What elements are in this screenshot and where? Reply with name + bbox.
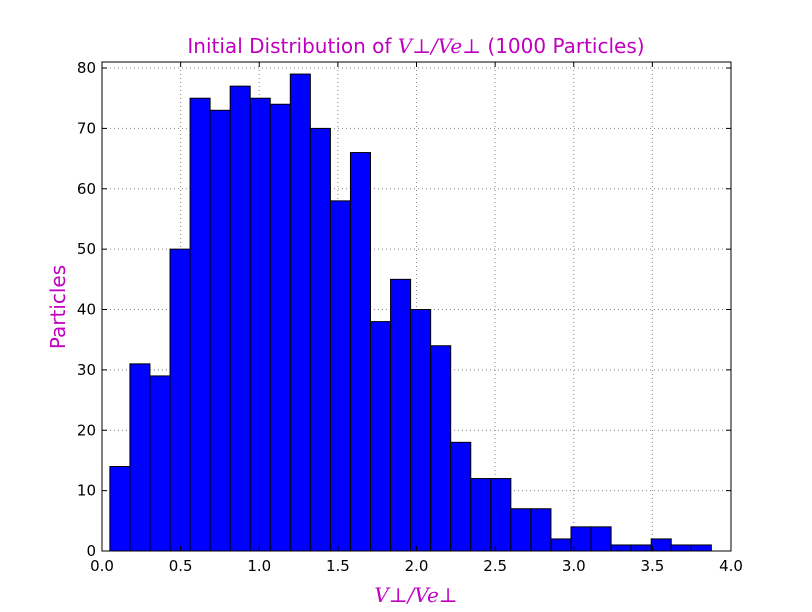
x-tick-label: 1.5 xyxy=(326,557,350,575)
histogram-bar xyxy=(129,363,151,552)
y-tick-label: 20 xyxy=(77,421,96,439)
y-tick-labels: 0 10 20 30 40 50 60 70 80 xyxy=(77,59,96,560)
histogram-bar xyxy=(590,526,612,552)
histogram-bar xyxy=(169,248,191,552)
histogram-bar xyxy=(349,152,372,552)
y-tick-label: 70 xyxy=(77,119,96,137)
histogram-bar xyxy=(510,508,532,552)
histogram-bar xyxy=(149,375,171,552)
histogram-bar xyxy=(530,508,552,552)
y-tick-label: 10 xyxy=(77,482,96,500)
histogram-bar xyxy=(390,278,412,552)
histogram-bar xyxy=(189,97,211,552)
histogram-bar xyxy=(610,544,632,552)
chart-title: Initial Distribution of V⊥/Ve⊥ (1000 Par… xyxy=(187,34,644,58)
histogram-bar xyxy=(309,127,331,552)
histogram-bar xyxy=(650,538,672,552)
histogram-bar xyxy=(430,345,452,552)
x-tick-label: 2.5 xyxy=(483,557,507,575)
histogram-bar xyxy=(109,465,131,552)
x-tick-label: 4.0 xyxy=(719,557,743,575)
x-tick-label: 3.5 xyxy=(640,557,664,575)
histogram-bar xyxy=(470,478,492,552)
histogram-bar xyxy=(370,321,392,552)
chart-title-prefix: Initial Distribution of xyxy=(187,34,397,58)
x-tick-label: 2.0 xyxy=(405,557,429,575)
axis-ticks xyxy=(101,62,732,552)
chart-title-suffix: (1000 Particles) xyxy=(481,34,645,58)
y-tick-label: 30 xyxy=(77,361,96,379)
x-tick-label: 1.0 xyxy=(247,557,271,575)
histogram-bar xyxy=(209,109,231,552)
histogram-bar xyxy=(289,73,311,552)
histogram-bar xyxy=(550,538,572,552)
histogram-bar xyxy=(249,97,271,552)
y-axis-label: Particles xyxy=(46,265,70,349)
histogram-bar xyxy=(690,544,712,552)
histogram-bar xyxy=(410,309,432,552)
histogram-bar xyxy=(329,200,351,552)
x-axis-label: V⊥/Ve⊥ xyxy=(374,583,457,607)
histogram-bar xyxy=(490,478,512,552)
y-tick-label: 0 xyxy=(86,542,96,560)
histogram-bar xyxy=(269,103,291,552)
y-tick-label: 40 xyxy=(77,301,96,319)
histogram-bar xyxy=(630,544,652,552)
chart-title-math: V⊥/Ve⊥ xyxy=(398,34,481,58)
x-tick-label: 3.0 xyxy=(562,557,586,575)
histogram-bar xyxy=(670,544,692,552)
y-tick-label: 60 xyxy=(77,180,96,198)
x-tick-labels: 0.0 0.5 1.0 1.5 2.0 2.5 3.0 3.5 4.0 xyxy=(90,557,743,575)
x-tick-label: 0.5 xyxy=(169,557,193,575)
y-tick-label: 50 xyxy=(77,240,96,258)
histogram-bar xyxy=(229,85,251,552)
histogram-bar xyxy=(450,441,472,552)
x-tick-label: 0.0 xyxy=(90,557,114,575)
y-tick-label: 80 xyxy=(77,59,96,77)
